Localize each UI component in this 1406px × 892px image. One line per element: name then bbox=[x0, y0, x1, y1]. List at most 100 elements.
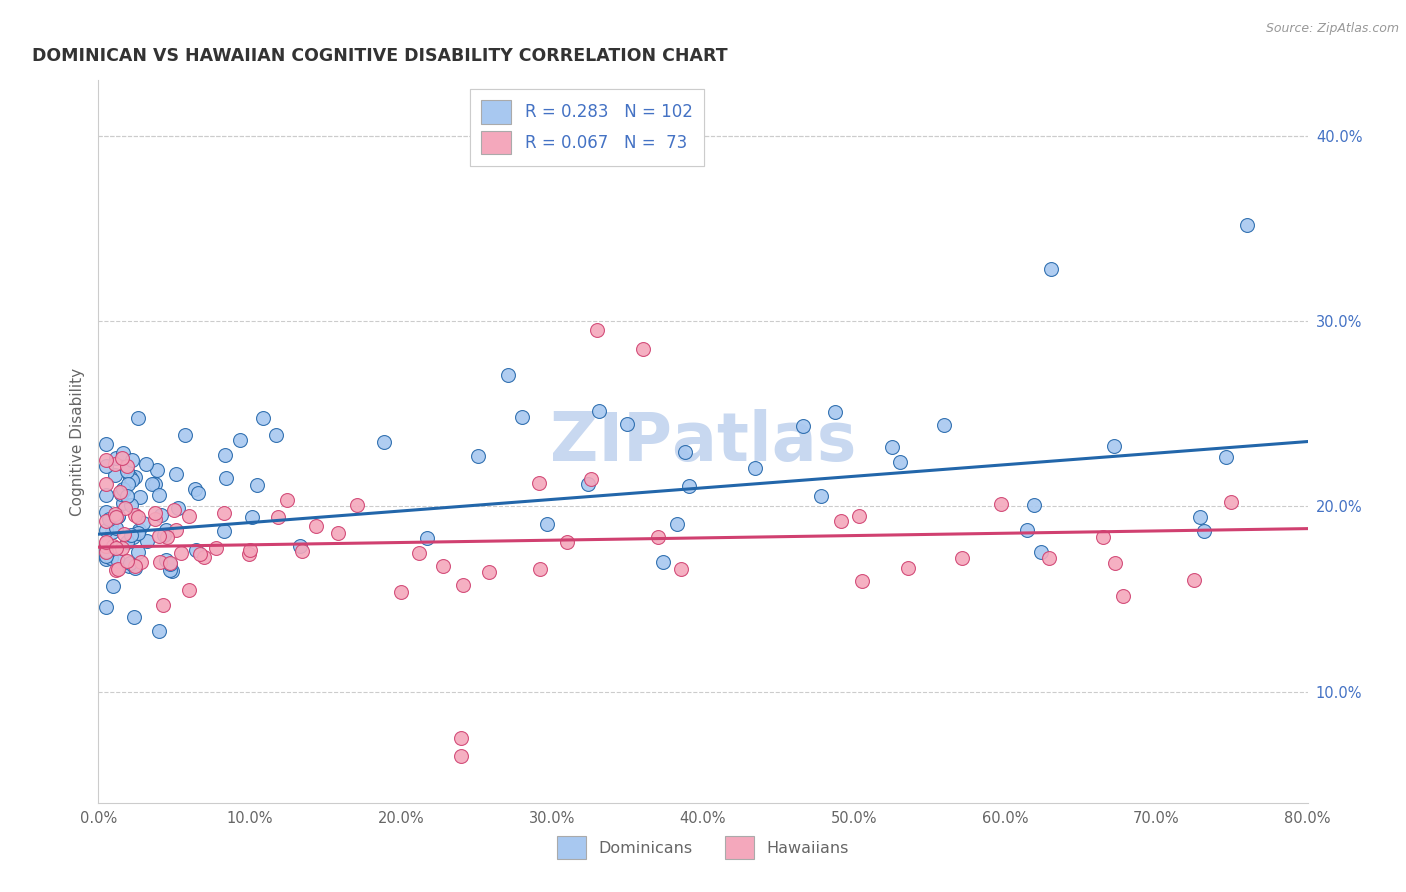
Legend: Dominicans, Hawaiians: Dominicans, Hawaiians bbox=[550, 829, 856, 867]
Point bbox=[94, 505, 117, 519]
Point bbox=[94, 523, 117, 537]
Point bbox=[104, 507, 127, 521]
Point bbox=[94, 477, 117, 491]
Point bbox=[152, 528, 174, 542]
Point bbox=[187, 485, 209, 500]
Point bbox=[183, 482, 205, 496]
Point bbox=[167, 501, 190, 516]
Point bbox=[882, 441, 904, 455]
Point bbox=[128, 523, 150, 537]
Point bbox=[229, 433, 252, 447]
Point bbox=[165, 467, 187, 482]
Point bbox=[184, 542, 207, 557]
Y-axis label: Cognitive Disability: Cognitive Disability bbox=[69, 368, 84, 516]
Point bbox=[94, 551, 117, 566]
Point bbox=[581, 472, 603, 486]
Point bbox=[205, 541, 228, 555]
Point bbox=[290, 539, 312, 553]
Point bbox=[671, 562, 693, 576]
Point bbox=[94, 436, 117, 450]
Point bbox=[152, 599, 174, 613]
Point bbox=[120, 498, 142, 512]
Point bbox=[135, 457, 157, 471]
Point bbox=[149, 556, 172, 570]
Point bbox=[141, 476, 163, 491]
Point bbox=[94, 549, 117, 563]
Point bbox=[127, 545, 149, 559]
Point bbox=[246, 478, 269, 492]
Text: DOMINICAN VS HAWAIIAN COGNITIVE DISABILITY CORRELATION CHART: DOMINICAN VS HAWAIIAN COGNITIVE DISABILI… bbox=[32, 47, 727, 65]
Point bbox=[647, 530, 669, 544]
Point bbox=[586, 323, 609, 337]
Point bbox=[631, 342, 654, 356]
Point bbox=[117, 477, 139, 491]
Point bbox=[120, 528, 142, 542]
Point bbox=[94, 539, 117, 553]
Point bbox=[159, 558, 181, 572]
Point bbox=[897, 560, 920, 574]
Point bbox=[129, 490, 152, 504]
Point bbox=[451, 577, 474, 591]
Point bbox=[103, 540, 125, 554]
Point bbox=[94, 545, 117, 559]
Point bbox=[115, 489, 138, 503]
Point bbox=[792, 418, 814, 433]
Point bbox=[557, 535, 579, 549]
Point bbox=[1091, 530, 1114, 544]
Point bbox=[111, 482, 134, 496]
Point bbox=[160, 564, 183, 578]
Point bbox=[132, 516, 155, 530]
Point bbox=[104, 541, 127, 555]
Point bbox=[467, 449, 489, 463]
Point bbox=[240, 510, 263, 524]
Point bbox=[1188, 510, 1211, 524]
Point bbox=[143, 506, 166, 520]
Point bbox=[94, 599, 117, 614]
Point bbox=[121, 453, 143, 467]
Point bbox=[267, 510, 290, 524]
Point bbox=[177, 583, 200, 598]
Point bbox=[120, 556, 142, 570]
Point bbox=[1015, 523, 1038, 537]
Point bbox=[214, 448, 236, 462]
Point bbox=[1031, 545, 1053, 559]
Point bbox=[118, 559, 141, 574]
Point bbox=[104, 468, 127, 483]
Text: ZIP​atlas: ZIP​atlas bbox=[550, 409, 856, 475]
Text: Source: ZipAtlas.com: Source: ZipAtlas.com bbox=[1265, 22, 1399, 36]
Point bbox=[120, 470, 142, 484]
Point bbox=[122, 610, 145, 624]
Point bbox=[94, 534, 117, 549]
Point bbox=[111, 446, 134, 460]
Point bbox=[148, 488, 170, 502]
Point bbox=[1102, 439, 1125, 453]
Point bbox=[665, 516, 688, 531]
Point bbox=[173, 428, 195, 442]
Point bbox=[1236, 218, 1258, 232]
Point bbox=[124, 470, 146, 484]
Point bbox=[810, 490, 832, 504]
Point bbox=[450, 731, 472, 745]
Point bbox=[950, 550, 973, 565]
Point bbox=[432, 559, 454, 574]
Point bbox=[124, 508, 146, 522]
Point bbox=[346, 498, 368, 512]
Point bbox=[276, 493, 298, 508]
Point bbox=[1182, 573, 1205, 587]
Point bbox=[193, 550, 215, 565]
Point bbox=[744, 461, 766, 475]
Point bbox=[824, 404, 846, 418]
Point bbox=[100, 550, 122, 565]
Point bbox=[1024, 498, 1046, 512]
Point bbox=[112, 527, 135, 541]
Point bbox=[1192, 524, 1215, 538]
Point bbox=[889, 455, 911, 469]
Point bbox=[529, 475, 551, 490]
Point bbox=[291, 544, 314, 558]
Point bbox=[124, 558, 146, 573]
Point bbox=[127, 510, 149, 524]
Point bbox=[934, 418, 956, 433]
Point bbox=[651, 555, 673, 569]
Point bbox=[675, 445, 697, 459]
Point bbox=[107, 508, 129, 523]
